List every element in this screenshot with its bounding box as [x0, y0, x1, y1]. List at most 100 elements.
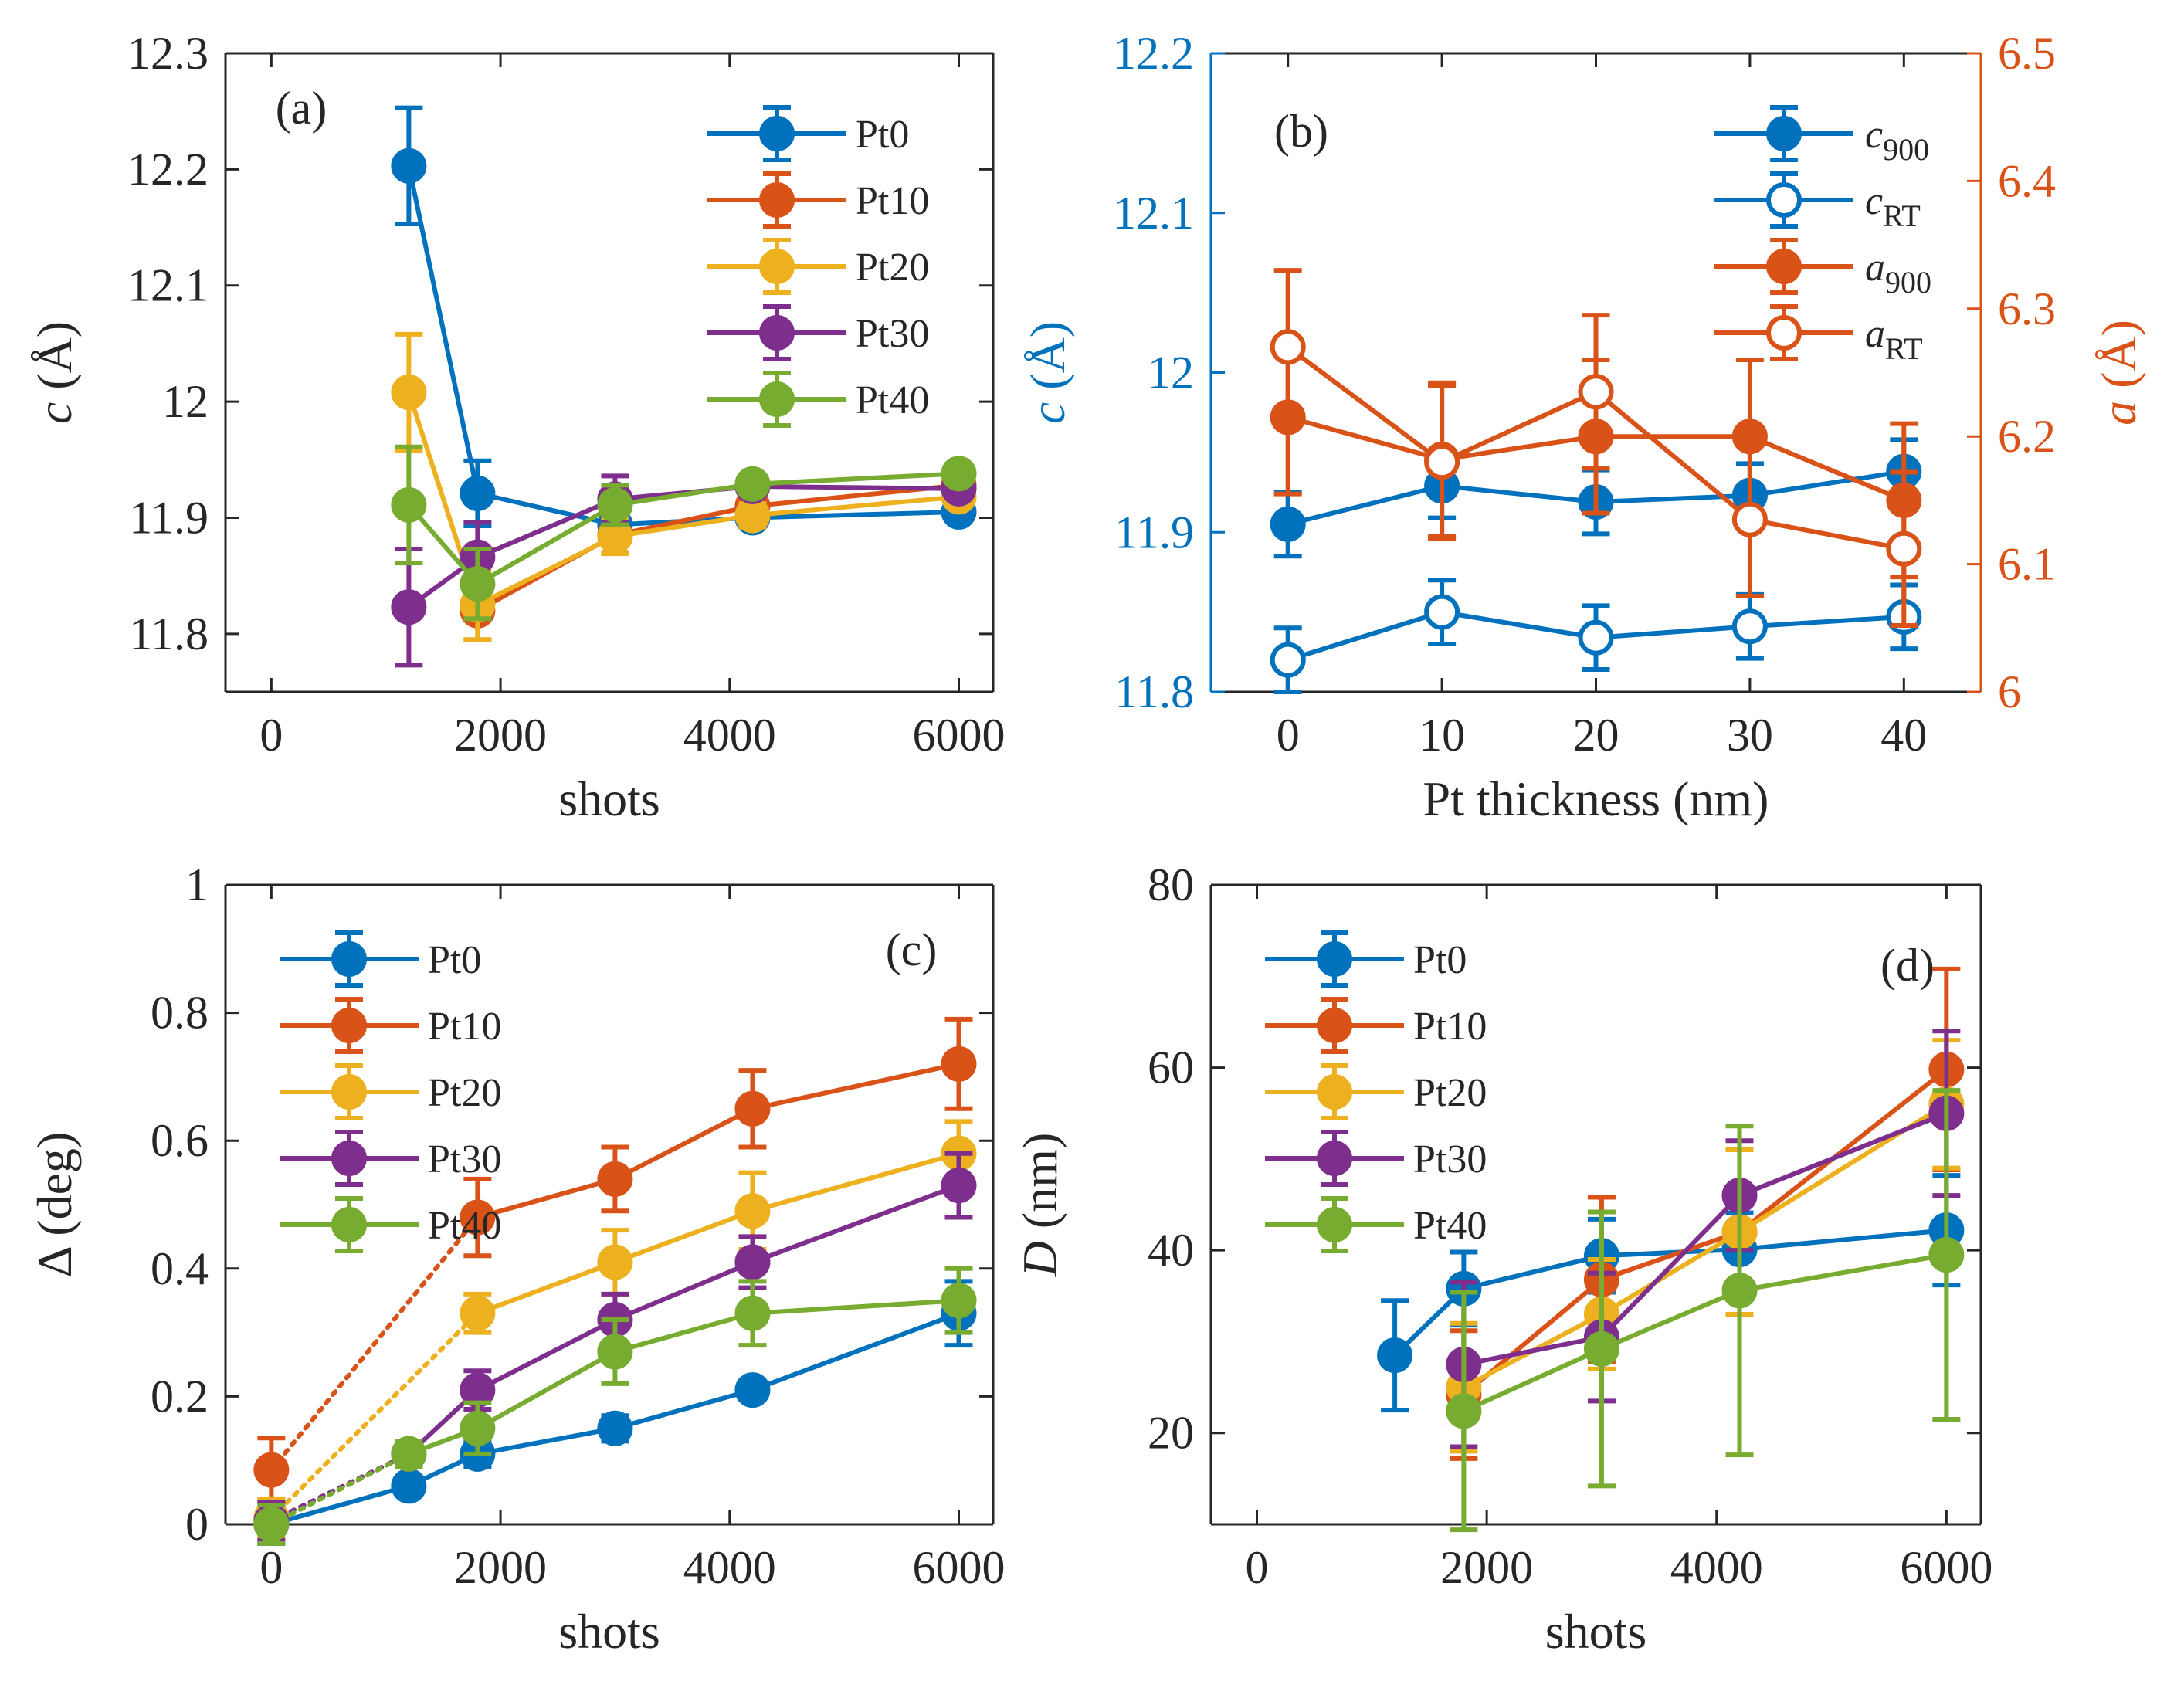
data-point: [1270, 329, 1306, 365]
x-tick-label: 6000: [912, 1542, 1005, 1593]
legend-entry: Pt10: [707, 171, 929, 229]
legend-marker: [759, 315, 795, 351]
series-line-segment: [1599, 1194, 1741, 1339]
legend-entry: Pt10: [280, 997, 501, 1054]
series-Pt20: [391, 331, 977, 642]
y-tick-label: 0: [185, 1499, 209, 1550]
legend-label: Pt30: [1413, 1137, 1487, 1181]
legend-label: c900: [1865, 113, 1929, 167]
series-line-segment: [614, 1388, 754, 1431]
panel-label: (a): [276, 83, 327, 134]
data-point: [460, 1295, 496, 1331]
x-tick-label: 2000: [454, 710, 547, 761]
legend-label: Pt10: [428, 1005, 501, 1049]
series-line-segment: [1287, 415, 1443, 462]
legend-entry: Pt0: [1265, 930, 1467, 988]
series-line-segment: [751, 1183, 960, 1265]
series-Pt40: [253, 1266, 977, 1546]
y-right-tick-label: 6.2: [1998, 411, 2056, 462]
legend-entry: Pt10: [1265, 997, 1487, 1054]
data-point: [460, 566, 496, 602]
series-line-segment: [476, 503, 616, 586]
data-point: [597, 1410, 633, 1446]
legend-marker: [759, 182, 795, 218]
series-line-segment: [1287, 483, 1443, 527]
data-point: [734, 1244, 771, 1280]
series-line-segment: [476, 1349, 616, 1431]
series-line-segment: [614, 513, 753, 539]
panel-c: 0 2000 4000 6000 0 0.2 0.4 0.6 0.8 1 shots Δ (deg) (…: [27, 859, 1005, 1659]
y-tick-label: 0.8: [151, 988, 209, 1039]
legend-entry: Pt30: [280, 1130, 501, 1187]
series-line-segment: [406, 165, 480, 494]
legend-label: aRT: [1865, 312, 1923, 366]
y-tick-label: 12.2: [1113, 28, 1194, 79]
series-Pt40: [1446, 1088, 1965, 1533]
y-tick-label: 11.9: [1114, 507, 1194, 558]
legend-label: Pt30: [428, 1137, 501, 1181]
legend-marker: [331, 1074, 367, 1110]
data-point: [597, 1161, 633, 1197]
x-tick-label: 0: [1246, 1542, 1269, 1593]
series-line-segment: [1463, 1253, 1602, 1291]
data-point: [734, 466, 771, 502]
series-line-segment: [476, 1317, 616, 1392]
series-Pt10: [460, 467, 977, 642]
y-tick-label: 12.3: [127, 28, 209, 79]
data-point: [253, 1452, 290, 1488]
x-tick-label: 30: [1727, 710, 1773, 761]
data-point: [1377, 1337, 1413, 1374]
legend-marker: [331, 1141, 367, 1176]
series-line-segment: [1594, 390, 1752, 522]
data-point: [460, 475, 496, 511]
legend: c900 cRT a900 aRT: [1714, 105, 1931, 366]
legend-entry: Pt20: [280, 1063, 501, 1120]
y-right-tick-label: 6: [1998, 666, 2021, 717]
series-line-segment: [751, 1151, 960, 1214]
series-line-segment: [1749, 614, 1904, 629]
data-point: [597, 1334, 633, 1370]
data-point: [253, 1507, 290, 1542]
data-point: [1424, 594, 1460, 630]
panel-label: (d): [1880, 940, 1935, 991]
y-tick-label: 60: [1148, 1042, 1194, 1093]
legend-entry: Pt30: [1265, 1130, 1487, 1187]
y-tick-label: 0.4: [151, 1243, 209, 1294]
series-line-segment: [269, 1451, 412, 1527]
data-point: [391, 375, 427, 411]
data-point: [1270, 642, 1306, 678]
legend-marker: [759, 116, 795, 151]
legend-marker: [331, 941, 367, 977]
data-point: [1583, 1330, 1619, 1367]
data-point: [734, 497, 771, 534]
panel-a: 0 2000 4000 6000 11.8 11.9 12 12.1 12.2 12.3 shots…: [27, 28, 1005, 826]
series-line-segment: [476, 534, 616, 607]
series-line-segment: [1748, 434, 1905, 503]
legend-entry: Pt0: [707, 105, 909, 162]
legend-marker: [331, 1207, 367, 1242]
x-axis-label: Pt thickness (nm): [1423, 771, 1769, 826]
legend-label: Pt10: [1413, 1005, 1487, 1049]
data-point: [1731, 608, 1768, 645]
series-line-segment: [614, 1310, 754, 1354]
panel-label: (c): [886, 924, 938, 975]
legend-label: cRT: [1865, 179, 1921, 233]
legend-label: a900: [1865, 246, 1931, 300]
series-line-segment: [1441, 483, 1596, 504]
legend-marker: [759, 381, 795, 417]
x-tick-label: 0: [1277, 710, 1300, 761]
data-point: [391, 486, 427, 523]
x-tick-label: 6000: [912, 710, 1005, 761]
y-tick-label: 40: [1148, 1225, 1194, 1276]
y-right-tick-label: 6.5: [1998, 28, 2056, 79]
series-line-segment: [1738, 1110, 1948, 1198]
data-point: [391, 589, 427, 625]
data-point: [391, 1436, 427, 1472]
x-tick-label: 0: [259, 710, 283, 761]
series-line-segment: [476, 497, 616, 560]
data-point: [460, 1199, 496, 1236]
x-axis-label: shots: [558, 771, 660, 826]
legend-entry: Pt0: [280, 930, 481, 988]
series-line-segment: [1600, 1229, 1741, 1317]
x-tick-label: 2000: [454, 1542, 547, 1593]
